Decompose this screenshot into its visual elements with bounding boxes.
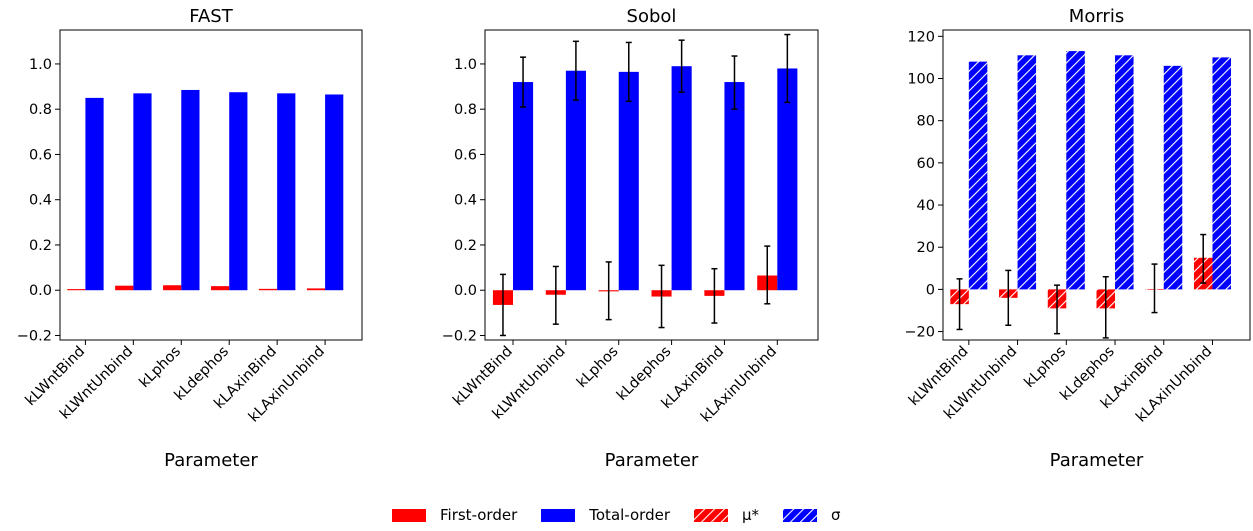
morris-panel: Morris−20020406080100120kLWntBindkLWntUn… [904,6,1251,471]
legend-label-total-order: Total-order [589,506,670,524]
morris-ytick-label: 20 [917,240,935,256]
fast-axes-frame [59,29,363,341]
morris-errorbar-mu-star-4 [1151,263,1158,314]
sobol-bar-total-order-0 [513,82,534,291]
fast-bar-total-order-0 [85,97,104,291]
fast-bar-first-order-1 [115,285,134,291]
sobol-bar-total-order-4 [724,82,745,291]
legend: First-order Total-order μ* σ [392,502,865,528]
sobol-xlabel: Parameter [605,450,699,471]
sobol-errorbar-total-order-5 [784,33,791,104]
legend-label-mu-star: μ* [742,506,760,524]
morris-bar-sigma-3 [1115,55,1134,290]
legend-label-sigma: σ [831,506,841,524]
legend-label-first-order: First-order [440,506,518,524]
sobol-errorbar-first-order-5 [764,245,771,305]
fast-ytick-label: 0.2 [29,238,52,254]
fast-ytick-label: 0.8 [29,102,52,118]
morris-ytick-label: 40 [917,198,935,214]
sobol-ytick-label: 0.8 [454,102,477,118]
sobol-errorbar-first-order-3 [658,264,665,329]
morris-ytick-label: 100 [907,72,935,88]
sobol-bar-total-order-2 [618,71,639,291]
morris-bar-sigma-1 [1017,55,1037,290]
legend-swatch-first-order [392,508,426,522]
sobol-errorbar-total-order-3 [678,39,685,93]
legend-swatch-total-order [541,508,576,522]
sobol-ytick-label: 0.2 [454,238,477,254]
fast-xtick-label-klphos: kLphos [137,344,185,392]
morris-errorbar-mu-star-1 [1005,269,1012,326]
sobol-errorbar-first-order-2 [605,261,612,321]
sobol-errorbar-first-order-0 [499,273,506,337]
fast-bar-total-order-1 [133,93,152,291]
morris-axes-frame [942,29,1251,341]
sobol-errorbar-total-order-4 [731,55,738,110]
morris-ytick-label: 0 [926,282,935,298]
sobol-title: Sobol [627,6,677,27]
fast-bar-first-order-5 [306,288,326,291]
fast-bar-first-order-2 [163,285,182,291]
legend-item-sigma: σ [783,506,841,524]
fast-xlabel: Parameter [164,450,258,471]
fast-ytick-label: 0.6 [29,147,52,163]
sobol-ytick-label: 1.0 [454,57,477,73]
legend-item-mu-star: μ* [694,506,759,524]
morris-errorbar-mu-star-0 [956,278,963,331]
fast-ytick-label: 1.0 [29,57,52,73]
morris-title: Morris [1069,6,1124,27]
sobol-xtick-label-klphos: kLphos [574,344,622,392]
morris-bar-sigma-5 [1212,57,1231,290]
morris-errorbar-mu-star-5 [1200,233,1207,284]
morris-errorbar-mu-star-3 [1102,275,1109,339]
fast-title: FAST [189,6,233,27]
morris-ytick-label: 120 [907,29,935,45]
fast-bar-first-order-0 [67,289,86,291]
morris-bar-sigma-4 [1163,65,1183,290]
sobol-bar-total-order-1 [565,70,586,291]
sobol-bar-total-order-5 [777,68,798,291]
sobol-bar-total-order-3 [671,66,692,291]
sobol-errorbar-first-order-4 [711,267,718,324]
fast-panel: FAST−0.20.00.20.40.60.81.0kLWntBindkLWnt… [17,6,363,471]
sobol-axes-frame [484,29,819,341]
sobol-errorbar-total-order-1 [572,40,579,101]
sobol-ytick-label: 0.6 [454,147,477,163]
legend-item-first-order: First-order [392,506,517,524]
fast-ytick-label: −0.2 [17,328,52,344]
sobol-ytick-label: 0.4 [454,193,477,209]
sobol-ytick-label: −0.2 [442,328,477,344]
morris-errorbar-mu-star-2 [1054,284,1061,335]
fast-bar-total-order-5 [325,94,344,291]
morris-xlabel: Parameter [1050,450,1144,471]
fast-ytick-label: 0.4 [29,193,52,209]
sobol-errorbar-first-order-1 [552,265,559,325]
fast-bar-first-order-4 [258,288,278,291]
morris-xtick-label-klphos: kLphos [1022,344,1070,392]
sobol-ytick-label: 0.0 [454,283,477,299]
legend-swatch-sigma [783,508,818,522]
morris-ytick-label: 80 [917,114,935,130]
fast-bar-total-order-4 [277,93,296,291]
morris-bar-sigma-2 [1066,51,1085,290]
sobol-errorbar-total-order-2 [625,41,632,103]
morris-ytick-label: −20 [904,325,935,341]
fast-bar-total-order-2 [181,89,200,291]
fast-bar-total-order-3 [229,92,248,291]
fast-ytick-label: 0.0 [29,283,52,299]
morris-ytick-label: 60 [917,156,935,172]
legend-item-total-order: Total-order [541,506,670,524]
morris-bar-sigma-0 [968,61,988,290]
legend-swatch-mu-star [694,508,728,522]
sobol-panel: Sobol−0.20.00.20.40.60.81.0kLWntBindkLWn… [442,6,819,471]
fast-bar-first-order-3 [211,286,230,291]
sobol-errorbar-total-order-0 [520,56,527,108]
